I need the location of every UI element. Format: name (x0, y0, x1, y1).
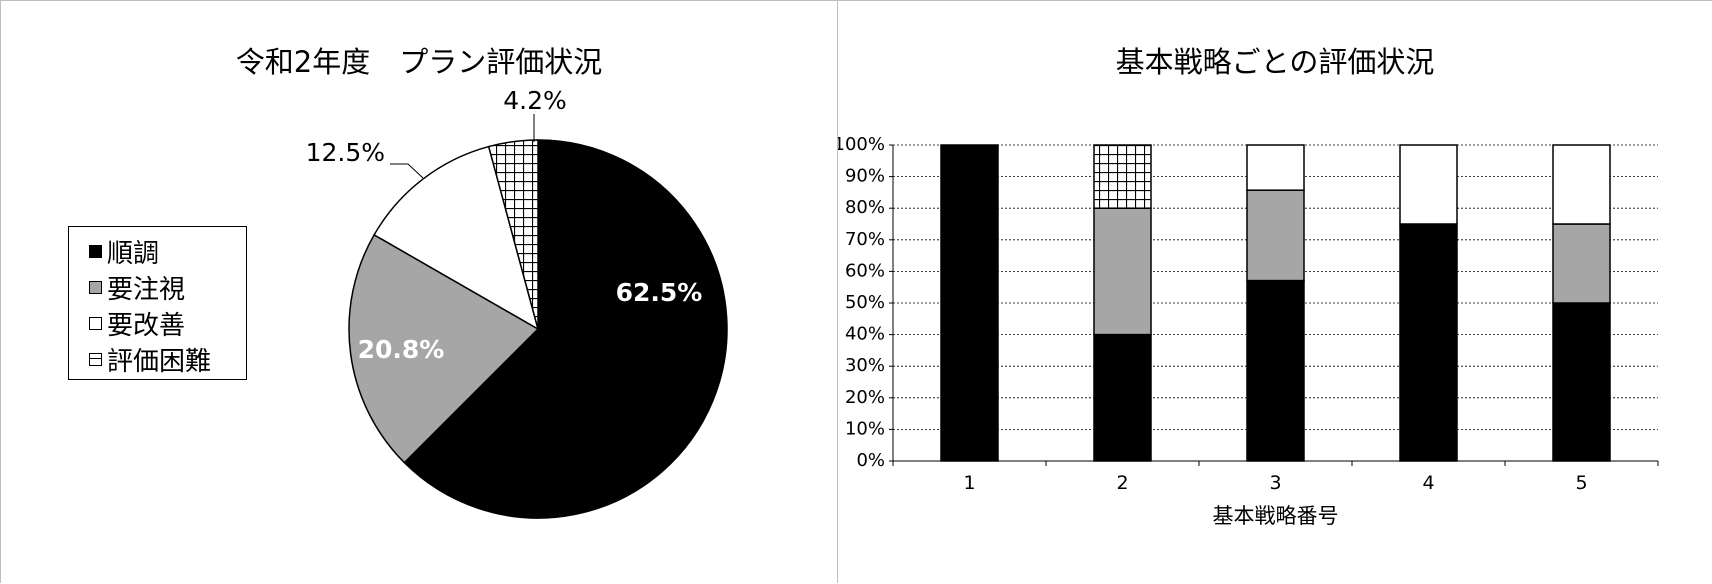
y-tick-label: 70% (845, 229, 885, 250)
bar-segment-3 (1247, 145, 1304, 190)
bar-segment-2 (1094, 208, 1151, 334)
bar-segment-3 (1553, 145, 1610, 224)
pie-chart: 62.5% 20.8% 12.5% 4.2% (1, 1, 839, 584)
bar-segment-4 (1094, 145, 1151, 208)
y-tick-label: 10% (845, 418, 885, 439)
pie-leader-line (390, 164, 423, 178)
bar-chart-panel: 基本戦略ごとの評価状況 0% 10% 20% 30% 40% 50% 60% 70% 80% 90… (838, 0, 1712, 583)
x-tick-label: 3 (1269, 472, 1281, 494)
x-tick-label: 2 (1116, 472, 1128, 494)
pie-data-label: 4.2% (503, 86, 567, 115)
bar-segment-1 (941, 145, 998, 461)
x-tick-label: 5 (1575, 472, 1587, 494)
bar-segment-2 (1553, 224, 1610, 303)
y-tick-label: 40% (845, 324, 885, 345)
x-tick-label: 4 (1422, 472, 1434, 494)
y-tick-label: 0% (856, 450, 885, 471)
bar-segment-2 (1247, 190, 1304, 280)
pie-data-label: 62.5% (616, 278, 703, 307)
y-tick-label: 80% (845, 197, 885, 218)
pie-data-label: 12.5% (306, 138, 385, 167)
y-tick-label: 100% (838, 134, 885, 155)
y-tick-label: 30% (845, 355, 885, 376)
bar-segment-3 (1400, 145, 1457, 224)
bar-segment-1 (1094, 335, 1151, 461)
x-axis-title: 基本戦略番号 (1213, 504, 1339, 528)
bar-segment-1 (1400, 224, 1457, 461)
stacked-bar-chart: 0% 10% 20% 30% 40% 50% 60% 70% 80% 90% 100% 1 2 3 4 5 基本… (838, 1, 1712, 584)
pie-chart-panel: 令和2年度 プラン評価状況 順調 要注視 要改善 評価困難 62.5% 20.8%… (0, 0, 838, 583)
bar-segment-1 (1553, 303, 1610, 461)
x-tick-label: 1 (963, 472, 975, 494)
y-tick-label: 90% (845, 166, 885, 187)
y-tick-label: 60% (845, 260, 885, 281)
bar-segment-1 (1247, 281, 1304, 461)
pie-data-label: 20.8% (358, 335, 445, 364)
y-tick-label: 20% (845, 387, 885, 408)
y-tick-label: 50% (845, 292, 885, 313)
